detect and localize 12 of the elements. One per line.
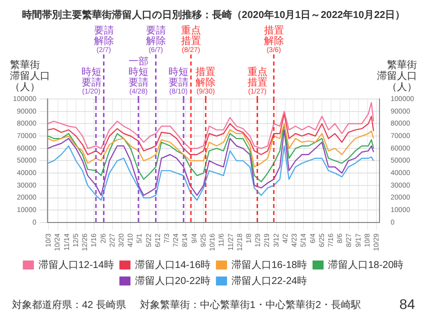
legend-label: 滞留人口12-14時 — [38, 258, 114, 271]
text: 対象都道府県：42 長崎県 — [12, 299, 126, 311]
chart-title: 時間帯別主要繁華街滞留人口の日別推移：長崎（2020年10月1日～2022年10月22日） — [22, 8, 406, 21]
legend-label: 滞留人口18-20時 — [328, 258, 404, 271]
text: 84 — [399, 296, 416, 312]
legend-label: 滞留人口16-18時 — [232, 258, 308, 271]
y2-axis-title: 繁華街滞留人口（人） — [377, 58, 417, 93]
text: 対象繁華街：中心繁華街1・中心繁華街2・長崎駅 — [140, 299, 362, 311]
legend-label: 滞留人口14-16時 — [134, 258, 210, 271]
legend-label: 滞留人口22-24時 — [232, 274, 308, 287]
y-axis-title: 繁華街滞留人口（人） — [10, 58, 50, 93]
legend-label: 滞留人口20-22時 — [134, 274, 210, 287]
